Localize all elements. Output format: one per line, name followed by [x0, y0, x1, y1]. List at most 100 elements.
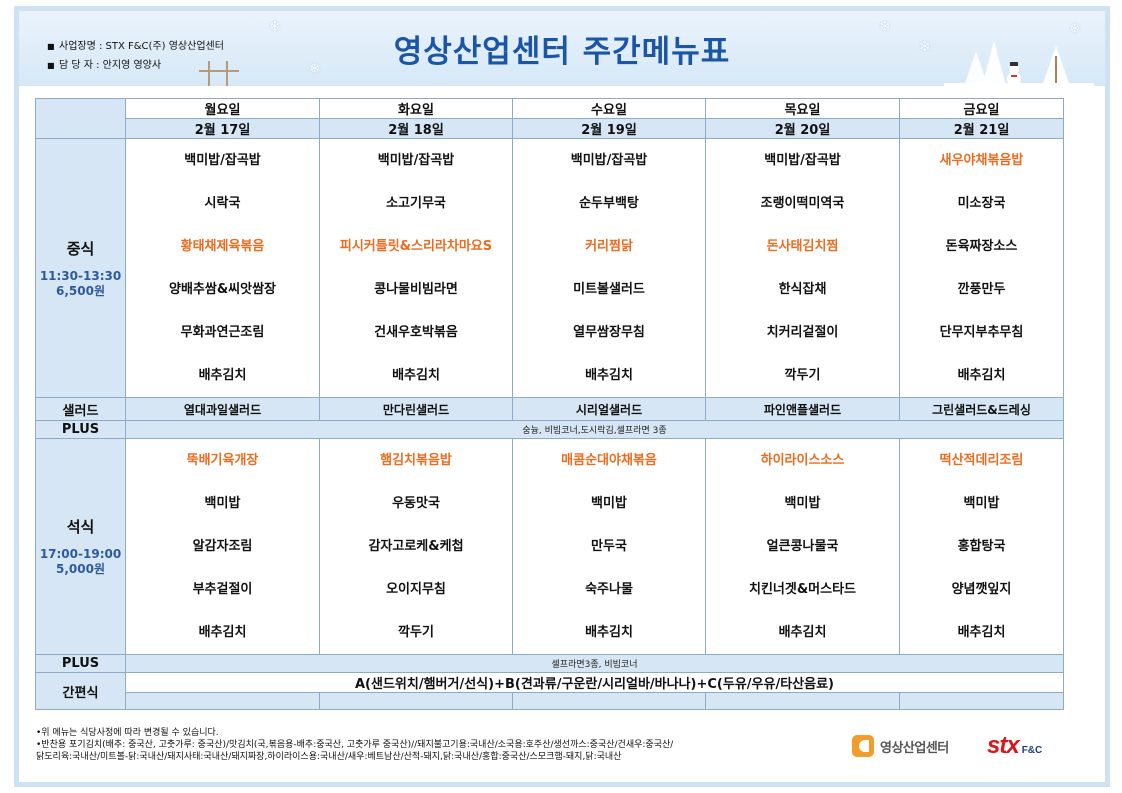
lunch-plus-label: PLUS — [35, 420, 126, 439]
lunch-label-cell: 중식 11:30-13:30 6,500원 — [35, 138, 126, 398]
lunch-dish: 돈육짜장소스 — [945, 239, 1018, 254]
dinner-plus-text: 셀프라면3종, 비빔코너 — [125, 654, 1064, 673]
header-banner: ❄ ❄ ❄ ❄ ❄ ■ 사업장명 : STX F&C(주) 영상산업센터 ■ 담 당… — [19, 11, 1105, 86]
lunch-dish: 백미밥/잡곡밥 — [184, 153, 261, 168]
lunch-dish: 무화과연근조림 — [180, 325, 265, 340]
date-header: 2월 17일 — [125, 118, 320, 139]
snack-blank-cell — [705, 692, 900, 710]
dinner-dish: 홍합탕국 — [957, 539, 1006, 554]
stx-logo: stx F&C — [987, 734, 1042, 758]
footnote-line: •반찬용 포기김치(배추: 중국산, 고춧가루: 중국산)/맛김치(국,볶음용-… — [36, 740, 674, 750]
lunch-dish: 콩나물비빔라면 — [374, 282, 458, 297]
lunch-dish: 백미밥/잡곡밥 — [764, 153, 841, 168]
salad-item: 만다린샐러드 — [319, 397, 513, 421]
lunch-day-cell: 백미밥/잡곡밥 조랭이떡미역국 돈사태김치찜 한식잡채 치커리겉절이 깍두기 — [705, 138, 900, 398]
lunch-dish: 황태채제육볶음 — [180, 239, 265, 254]
snowflake-icon: ❄ — [919, 39, 931, 55]
stx-logo-text: stx — [987, 732, 1020, 759]
lunch-dish: 백미밥/잡곡밥 — [377, 153, 455, 168]
lunch-dish: 건새우호박볶음 — [374, 325, 458, 340]
dinner-day-cell: 햄김치볶음밥 우동맛국 감자고로케&케첩 오이지무침 깍두기 — [319, 438, 513, 655]
salad-item: 파인앤플샐러드 — [705, 397, 900, 421]
dinner-dish: 떡산적데리조림 — [939, 453, 1024, 468]
date-header: 2월 19일 — [512, 118, 706, 139]
lunch-dish: 시락국 — [204, 196, 241, 211]
dinner-name: 석식 — [66, 518, 95, 536]
dinner-dish: 양념깻잎지 — [951, 582, 1012, 597]
center-logo: 영상산업센터 — [852, 735, 949, 757]
lunch-dish: 배추김치 — [198, 368, 247, 383]
dinner-day-cell: 매콤순대야채볶음 백미밥 만두국 숙주나물 배추김치 — [512, 438, 706, 655]
lunch-dish: 조랭이떡미역국 — [760, 196, 845, 211]
day-header: 화요일 — [319, 98, 513, 119]
footnote-line: 닭도리육:국내산/미트볼-닭:국내산/돼지사태:국내산/돼지짜장,하이라이스용:… — [36, 752, 622, 762]
lunch-dish: 한식잡채 — [778, 282, 827, 297]
lunch-dish: 단무지부추무침 — [939, 325, 1024, 340]
page-title: 영상산업센터 주간메뉴표 — [393, 34, 731, 70]
dinner-dish: 우동맛국 — [392, 496, 440, 511]
dinner-label-cell: 석식 17:00-19:00 5,000원 — [35, 438, 126, 655]
dinner-plus-label: PLUS — [35, 654, 126, 673]
dinner-dish: 배추김치 — [198, 625, 247, 640]
dinner-dish: 부추겉절이 — [192, 582, 253, 597]
dinner-dish: 뚝배기육개장 — [186, 453, 259, 468]
day-header: 금요일 — [899, 98, 1064, 119]
date-header: 2월 18일 — [319, 118, 513, 139]
date-header: 2월 21일 — [899, 118, 1064, 139]
salad-item: 열대과일샐러드 — [125, 397, 320, 421]
lunch-day-cell: 백미밥/잡곡밥 순두부백탕 커리찜닭 미트볼샐러드 열무쌈장무침 배추김치 — [512, 138, 706, 398]
dinner-dish: 배추김치 — [585, 625, 633, 640]
dinner-dish: 감자고로케&케첩 — [368, 539, 464, 554]
snack-blank-cell — [319, 692, 513, 710]
date-header: 2월 20일 — [705, 118, 900, 139]
salad-item: 시리얼샐러드 — [512, 397, 706, 421]
lunch-name: 중식 — [66, 239, 95, 258]
salad-item: 그린샐러드&드레싱 — [899, 397, 1064, 421]
lunch-dish: 미트볼샐러드 — [573, 282, 645, 297]
snack-blank-cell — [899, 692, 1064, 710]
lunch-dish: 양배추쌈&씨앗쌈장 — [168, 282, 277, 297]
lunch-dish: 순두부백탕 — [579, 196, 639, 211]
lunch-dish: 새우야채볶음밥 — [939, 153, 1024, 168]
dinner-dish: 얼큰콩나물국 — [766, 539, 839, 554]
snowflake-icon: ❄ — [269, 19, 281, 35]
snack-blank-cell — [512, 692, 706, 710]
lunch-dish: 돈사태김치찜 — [766, 239, 839, 254]
dinner-dish: 백미밥 — [591, 496, 627, 511]
center-logo-icon — [852, 735, 874, 757]
info-company: 사업장명 : STX F&C(주) 영상산업센터 — [59, 41, 224, 52]
dinner-dish: 햄김치볶음밥 — [380, 453, 452, 468]
lunch-dish: 커리찜닭 — [585, 239, 633, 254]
dinner-dish: 백미밥 — [204, 496, 241, 511]
center-logo-text: 영상산업센터 — [880, 740, 949, 756]
lunch-dish: 피시커틀릿&스리라차마요S — [339, 239, 493, 254]
dinner-dish: 숙주나물 — [585, 582, 633, 597]
winter-trees-illustration — [944, 41, 1094, 86]
weekly-menu-table: 월요일 화요일 수요일 목요일 금요일 2월 17일 2월 18일 2월 19일… — [35, 98, 1064, 710]
snack-text: A(샌드위치/햄버거/선식)+B(견과류/구운란/시리얼바/바나나)+C(두유/… — [125, 672, 1064, 693]
snowflake-icon: ❄ — [879, 19, 891, 35]
dinner-dish: 백미밥 — [784, 496, 821, 511]
salad-label: 샐러드 — [35, 397, 126, 421]
dinner-dish: 하이라이스소스 — [760, 453, 845, 468]
lunch-time: 11:30-13:30 — [39, 268, 122, 283]
dinner-dish: 오이지무침 — [386, 582, 446, 597]
lunch-dish: 백미밥/잡곡밥 — [570, 153, 648, 168]
snowflake-icon: ❄ — [309, 61, 321, 77]
snowflake-icon: ❄ — [1069, 21, 1081, 37]
snack-blank-cell — [125, 692, 320, 710]
dinner-dish: 치킨너겟&머스타드 — [748, 582, 857, 597]
lunch-dish: 배추김치 — [957, 368, 1006, 383]
lunch-dish: 깐풍만두 — [957, 282, 1006, 297]
lunch-plus-text: 숭늉, 비빔코너,도시락김,셀프라면 3종 — [125, 420, 1064, 439]
snack-label: 간편식 — [35, 672, 126, 710]
fnc-logo-text: F&C — [1021, 745, 1043, 756]
dinner-dish: 배추김치 — [778, 625, 827, 640]
lunch-dish: 소고기무국 — [386, 196, 446, 211]
info-box: ■ 사업장명 : STX F&C(주) 영상산업센터 ■ 담 당 자 : 안지영 영… — [47, 37, 224, 75]
lunch-dish: 미소장국 — [957, 196, 1006, 211]
dinner-time: 17:00-19:00 — [39, 547, 122, 561]
lunch-dish: 배추김치 — [392, 368, 440, 383]
fence-illustration — [199, 61, 239, 86]
